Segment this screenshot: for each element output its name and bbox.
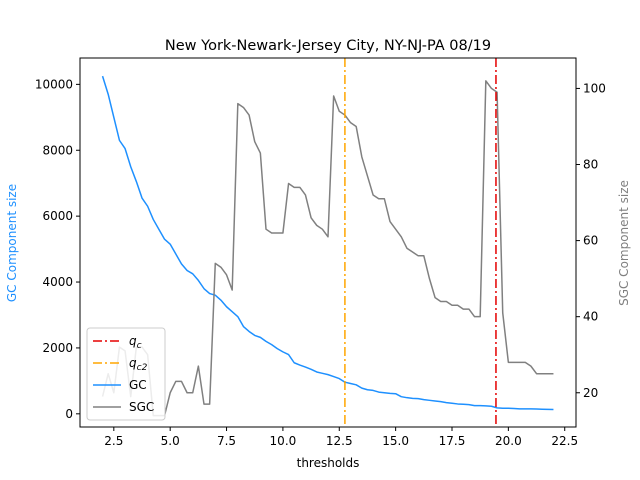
y-right-tick-label: 80: [583, 158, 598, 172]
x-tick-label: 10.0: [270, 434, 297, 448]
x-tick-label: 12.5: [326, 434, 353, 448]
legend-label-q-c2: qc2: [129, 356, 148, 373]
y-left-tick-label: 10000: [35, 77, 73, 91]
y-right-tick-label: 40: [583, 310, 598, 324]
y-axis-left-label: GC Component size: [5, 184, 19, 302]
legend-box: [86, 327, 166, 421]
axes: 2.5 5.0 7.5 10.0 12.5 15.0 17.5 20.0 22.5 0 2000 40…: [35, 57, 606, 448]
y-left-tick-label: 2000: [42, 341, 73, 355]
legend-label-gc: GC: [129, 378, 147, 392]
y-left-tick-label: 0: [65, 407, 73, 421]
x-axis-label: thresholds: [297, 456, 360, 470]
chart-title: New York-Newark-Jersey City, NY-NJ-PA 08…: [165, 38, 491, 54]
y-right-tick-label: 60: [583, 234, 598, 248]
y-right-tick-label: 100: [583, 81, 606, 95]
plot-area: [101, 58, 554, 427]
x-tick-label: 20.0: [495, 434, 522, 448]
legend: qc qc2 GC SGC: [86, 327, 166, 421]
y-left-tick-label: 6000: [42, 209, 73, 223]
series-line-sgc: [101, 80, 554, 417]
legend-label-q-c: qc: [129, 334, 142, 351]
x-tick-label: 7.5: [217, 434, 236, 448]
x-tick-label: 2.5: [104, 434, 123, 448]
legend-label-sgc: SGC: [129, 400, 154, 414]
series-line-gc: [101, 75, 554, 411]
y-right-tick-label: 20: [583, 386, 598, 400]
y-left-tick-label: 8000: [42, 143, 73, 157]
x-tick-label: 22.5: [551, 434, 578, 448]
x-tick-label: 5.0: [161, 434, 180, 448]
axes-frame: [79, 57, 577, 428]
y-left-tick-label: 4000: [42, 275, 73, 289]
y-axis-right-label: SGC Component size: [617, 180, 631, 306]
x-tick-label: 15.0: [382, 434, 409, 448]
x-tick-label: 17.5: [439, 434, 466, 448]
